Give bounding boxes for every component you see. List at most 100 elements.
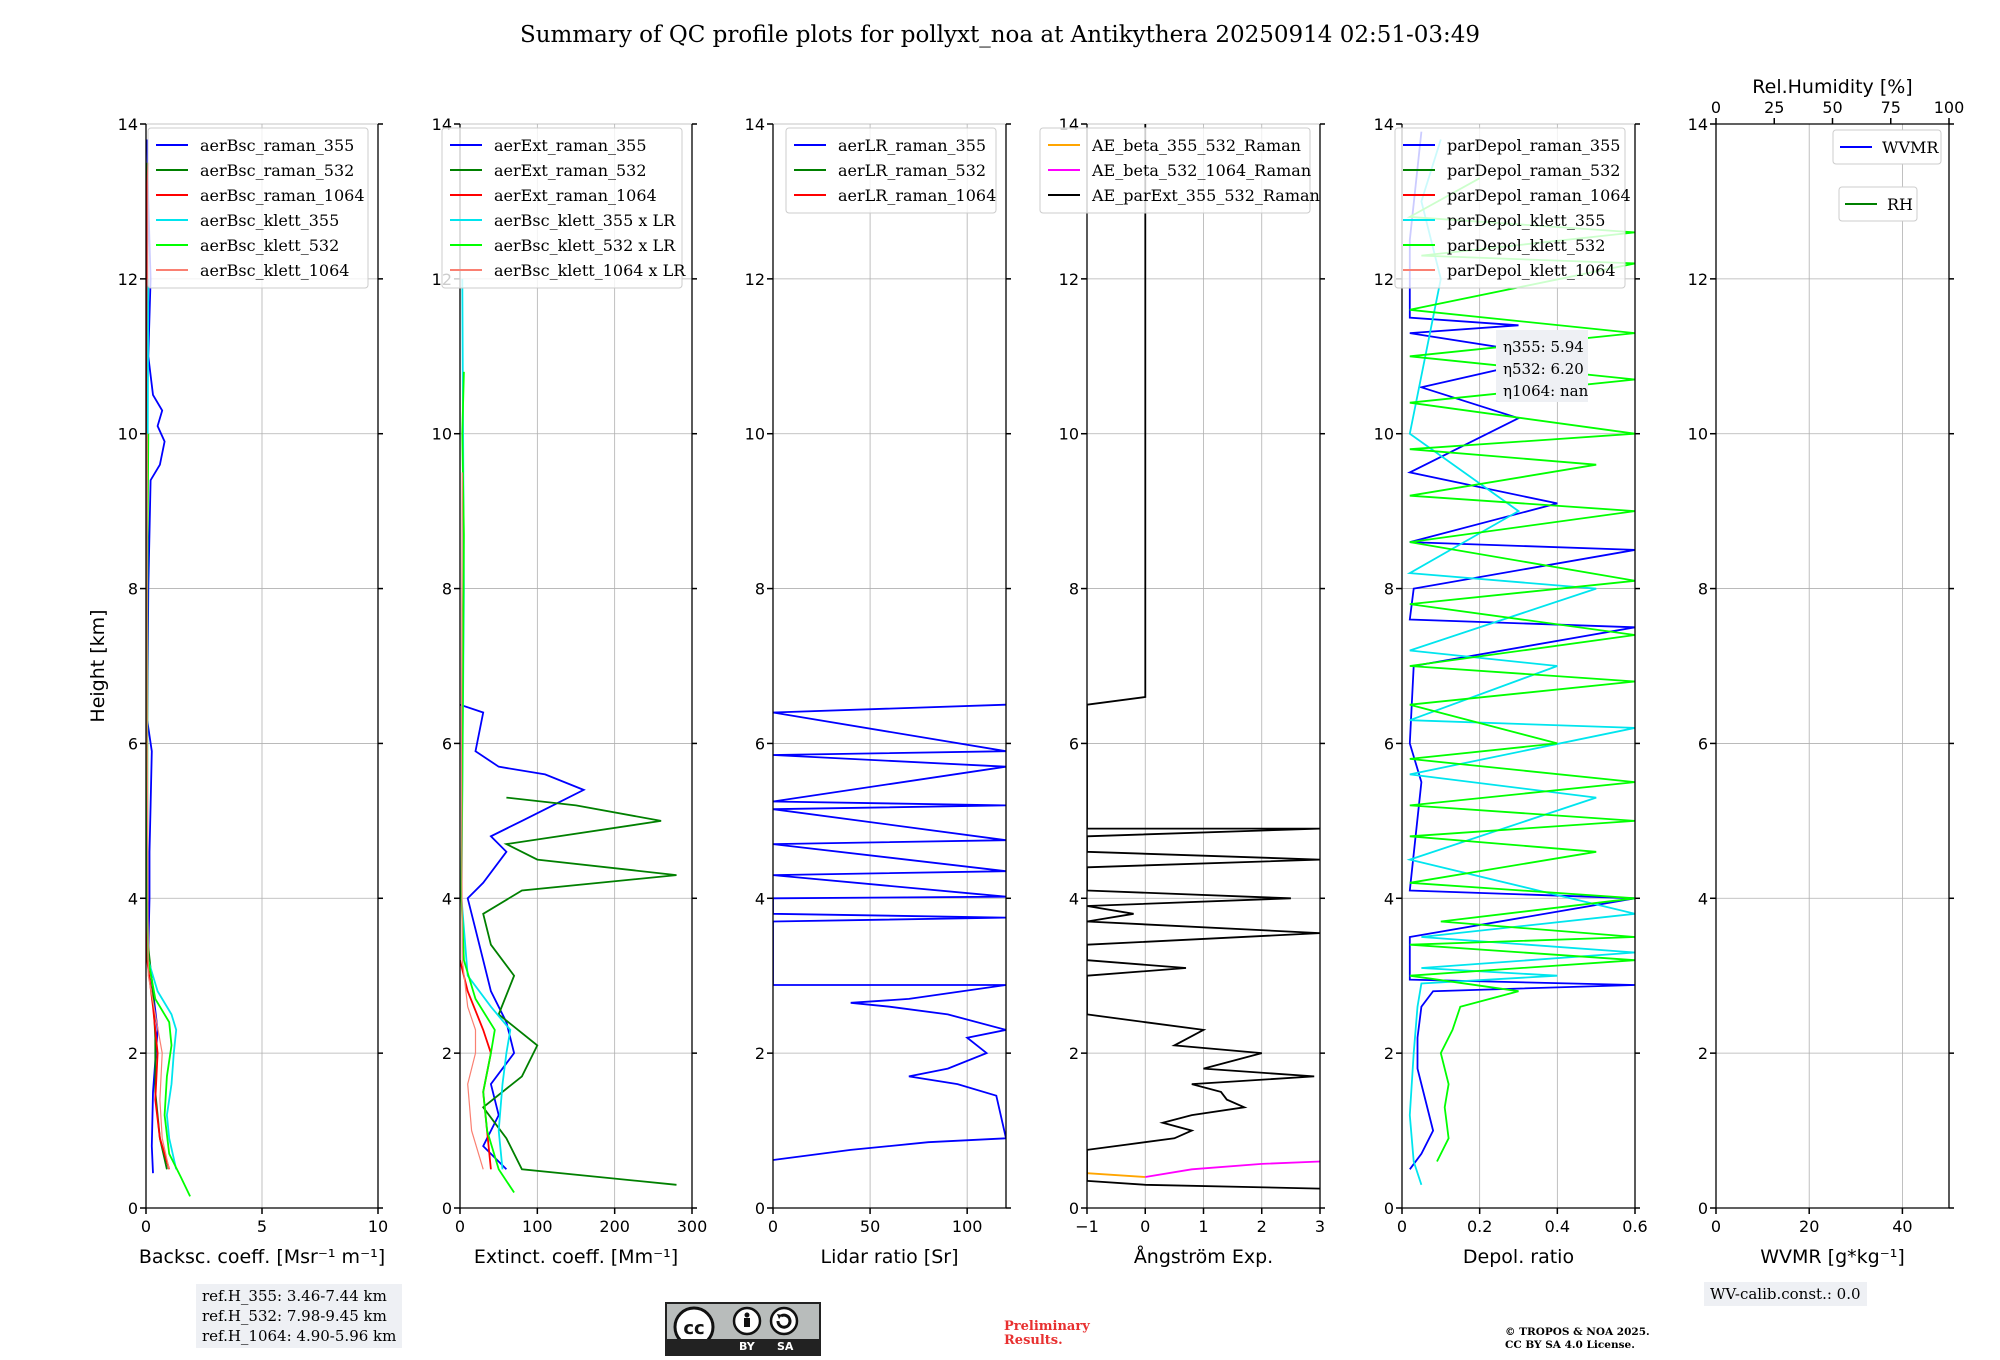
legend-label: RH [1887,195,1913,214]
xtick-label: 2 [1257,1217,1267,1236]
ytick-label: 2 [1384,1044,1394,1063]
ytick-label: 8 [1069,580,1079,599]
legend-label: aerBsc_klett_1064 [200,261,349,280]
series-line-AE_beta_355_532_Raman [1087,1172,1146,1178]
xtick-label: 0.6 [1622,1217,1647,1236]
xtick-label: 0 [455,1217,465,1236]
panel-backscatter: 0 2 4 6 8 10 12 14 0 5 10 Backsc. coeff. [Msr⁻¹ m⁻¹… [87,115,388,1268]
x2tick-label: 75 [1881,98,1901,117]
xtick-label: 3 [1315,1217,1325,1236]
legend-label: parDepol_raman_355 [1447,136,1620,155]
legend-label: aerExt_raman_1064 [494,186,657,205]
series-line-aerBsc_klett_532 x LR [460,371,515,1193]
ytick-label: 6 [1384,734,1394,753]
ytick-label: 6 [442,734,452,753]
ytick-label: 12 [1688,270,1708,289]
ytick-label: 2 [1698,1044,1708,1063]
x-axis-label: Extinct. coeff. [Mm⁻¹] [474,1246,678,1268]
ytick-label: 2 [755,1044,765,1063]
legend: aerBsc_raman_355 aerBsc_raman_532 aerBsc_r… [147,127,369,289]
series-line-AE_beta_532_1064_Raman [1145,1160,1320,1178]
y-axis-label: Height [km] [87,609,109,722]
ytick-label: 12 [1374,270,1394,289]
xtick-label: 300 [677,1217,708,1236]
ytick-label: 8 [755,580,765,599]
ytick-label: 0 [755,1199,765,1218]
ytick-label: 14 [1688,115,1708,134]
x-axis-label: Lidar ratio [Sr] [821,1246,959,1268]
x-axis-label: Ångström Exp. [1134,1245,1273,1268]
legend-label: aerLR_raman_1064 [838,186,996,205]
ytick-label: 4 [1384,889,1394,908]
ytick-label: 14 [1374,115,1394,134]
legend-label: aerLR_raman_355 [838,136,986,155]
sa-label: SA [777,1340,794,1353]
legend-label: parDepol_klett_1064 [1447,261,1616,280]
wv-calibration-box: WV-calib.const.: 0.0 [1704,1282,1867,1306]
xtick-label: 0 [768,1217,778,1236]
eta-line: η355: 5.94 [1503,338,1584,356]
ytick-label: 10 [432,425,452,444]
share-alike-icon [769,1306,799,1336]
series-group [460,278,677,1193]
legend-label: aerBsc_klett_532 x LR [494,236,676,255]
ytick-label: 2 [442,1044,452,1063]
x2tick-label: 50 [1822,98,1842,117]
xtick-label: 40 [1892,1217,1912,1236]
eta-box [1496,330,1588,402]
x-axis-label: WVMR [g*kg⁻¹] [1760,1246,1905,1268]
x2tick-label: 25 [1764,98,1784,117]
xtick-label: 20 [1799,1217,1819,1236]
panel-lidar_ratio: 0 2 4 6 8 10 12 14 0 50 100 Lidar ratio [Sr] aerLR_r… [745,115,1011,1268]
copyright-note: © TROPOS & NOA 2025. CC BY SA 4.0 Licens… [1505,1326,1650,1351]
xtick-label: 5 [257,1217,267,1236]
xtick-label: 50 [860,1217,880,1236]
legend-frame-wvmr [1832,129,1942,165]
legend-label: aerBsc_klett_355 [200,211,339,230]
series-group [773,703,1006,1161]
legend: AE_beta_355_532_Raman AE_beta_532_1064_Ra… [1039,127,1320,214]
ytick-label: 0 [1698,1199,1708,1218]
eta-line: η532: 6.20 [1503,360,1584,378]
x2tick-label: 0 [1711,98,1721,117]
cc-license-badge: cc BY SA [665,1302,821,1356]
x-axis-label: Depol. ratio [1463,1246,1574,1268]
legend-frame [441,127,683,289]
x2tick-label: 100 [1934,98,1965,117]
ytick-label: 0 [128,1199,138,1218]
legend-label: aerBsc_raman_355 [200,136,354,155]
ytick-label: 4 [1069,889,1079,908]
xtick-label: 0.4 [1545,1217,1570,1236]
legend-label: aerBsc_raman_1064 [200,186,365,205]
ytick-label: 4 [442,889,452,908]
ytick-label: 6 [128,734,138,753]
ytick-label: 8 [128,580,138,599]
ytick-label: 10 [1688,425,1708,444]
cc-logo-text: cc [683,1318,704,1339]
legend: WVMR RH [1832,129,1942,222]
legend-label: parDepol_raman_1064 [1447,186,1631,205]
ytick-label: 4 [755,889,765,908]
ytick-label: 4 [1698,889,1708,908]
x2-axis-label: Rel.Humidity [%] [1752,76,1912,98]
ytick-label: 6 [1069,734,1079,753]
series-line-aerBsc_klett_1064 [146,433,170,1170]
legend-label: AE_beta_355_532_Raman [1091,136,1301,155]
ytick-label: 6 [1698,734,1708,753]
x-axis-label: Backsc. coeff. [Msr⁻¹ m⁻¹] [139,1246,385,1268]
ytick-label: 10 [745,425,765,444]
ytick-label: 10 [118,425,138,444]
xtick-label: 0 [1140,1217,1150,1236]
legend-frame-rh [1838,186,1918,222]
legend-label: AE_beta_532_1064_Raman [1091,161,1311,180]
series-line-aerExt_raman_355 [460,703,586,1170]
xtick-label: 1 [1198,1217,1208,1236]
ytick-label: 2 [128,1044,138,1063]
series-group [146,139,191,1197]
legend-frame [785,127,997,214]
reference-heights-box: ref.H_355: 3.46-7.44 km ref.H_532: 7.98-… [196,1284,403,1348]
ref-height-1064: ref.H_1064: 4.90-5.96 km [202,1327,397,1345]
legend-label: aerExt_raman_532 [494,161,647,180]
ytick-label: 0 [442,1199,452,1218]
